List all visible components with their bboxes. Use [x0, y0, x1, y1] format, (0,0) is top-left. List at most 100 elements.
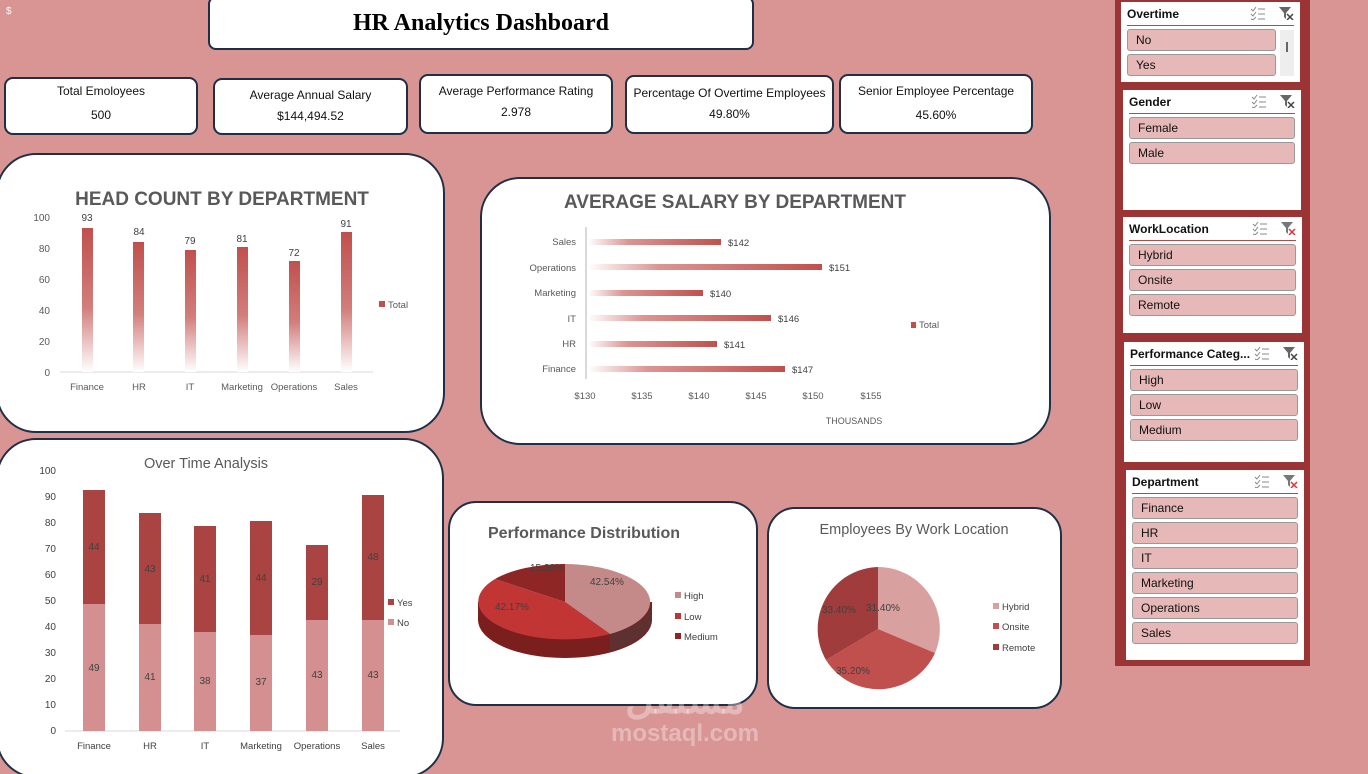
slicer-department: Department Finance HR IT Marketing Opera…	[1126, 470, 1304, 660]
legend-swatch-no	[388, 619, 394, 625]
svg-text:Operations: Operations	[294, 741, 341, 752]
clear-filter-icon[interactable]	[1282, 346, 1298, 360]
multi-select-icon[interactable]	[1250, 6, 1266, 20]
slicer-title: WorkLocation	[1129, 222, 1209, 236]
slicer-item-high[interactable]: High	[1130, 369, 1298, 391]
data-labels: 31.40% 35.20% 33.40%	[822, 603, 900, 677]
slicer-item-remote[interactable]: Remote	[1129, 294, 1296, 316]
svg-text:Sales: Sales	[361, 741, 385, 752]
svg-text:0: 0	[50, 726, 56, 737]
svg-text:100: 100	[33, 213, 50, 224]
svg-text:$141: $141	[724, 340, 745, 351]
svg-text:HR: HR	[143, 741, 157, 752]
slicer-item-female[interactable]: Female	[1129, 117, 1295, 139]
svg-text:$140: $140	[688, 391, 709, 402]
svg-text:Finance: Finance	[542, 364, 576, 375]
svg-text:40: 40	[39, 306, 51, 317]
slicer-item-hybrid[interactable]: Hybrid	[1129, 244, 1296, 266]
kpi-total-employees: Total Emoloyees 500	[4, 77, 198, 135]
slicer-item-male[interactable]: Male	[1129, 142, 1295, 164]
kpi-value: $144,494.52	[277, 109, 344, 123]
clear-filter-icon[interactable]	[1279, 94, 1295, 108]
x-axis: Finance HR IT Marketing Operations Sales	[70, 382, 358, 393]
svg-text:$135: $135	[631, 391, 652, 402]
multi-select-icon[interactable]	[1254, 346, 1270, 360]
svg-text:$147: $147	[792, 365, 813, 376]
slicer-scrollbar[interactable]	[1280, 30, 1294, 76]
kpi-average-salary: Average Annual Salary $144,494.52	[213, 78, 408, 135]
svg-text:Operations: Operations	[271, 382, 318, 393]
svg-text:Marketing: Marketing	[221, 382, 263, 393]
slicer-title: Gender	[1129, 95, 1172, 109]
slicer-item-medium[interactable]: Medium	[1130, 419, 1298, 441]
slicer-item-it[interactable]: IT	[1132, 547, 1298, 569]
kpi-value: 49.80%	[709, 107, 750, 121]
legend-low: Low	[684, 612, 702, 623]
legend-no: No	[397, 618, 409, 629]
slicer-item-yes[interactable]: Yes	[1127, 54, 1276, 76]
overtime-chart-card[interactable]: Over Time Analysis 0 10 20 30 40 50 60 70 80 9…	[0, 438, 444, 774]
y-axis: 0 20 40 60 80 100	[33, 213, 50, 379]
clear-filter-icon[interactable]	[1280, 221, 1296, 235]
slicer-item-low[interactable]: Low	[1130, 394, 1298, 416]
work-location-chart-card[interactable]: Employees By Work Location 31.40% 35.20%…	[767, 507, 1062, 709]
svg-text:$140: $140	[710, 289, 731, 300]
svg-text:79: 79	[184, 236, 196, 247]
pie-3d	[478, 563, 652, 658]
svg-text:42.17%: 42.17%	[495, 602, 529, 613]
svg-text:IT: IT	[201, 741, 210, 752]
slicer-item-sales[interactable]: Sales	[1132, 622, 1298, 644]
chart-title: Employees By Work Location	[819, 522, 1008, 538]
svg-text:Marketing: Marketing	[240, 741, 282, 752]
svg-text:31.40%: 31.40%	[866, 603, 900, 614]
svg-text:$142: $142	[728, 238, 749, 249]
svg-text:HR: HR	[562, 339, 576, 350]
y-axis: Sales Operations Marketing IT HR Finance	[530, 237, 577, 375]
chart-title: Performance Distribution	[488, 525, 680, 542]
cell-marker: $	[6, 6, 12, 17]
data-labels-no: 49 41 38 37 43 43	[88, 663, 379, 688]
svg-text:72: 72	[288, 248, 300, 259]
kpi-label: Percentage Of Overtime Employees	[633, 86, 826, 100]
page-title: HR Analytics Dashboard	[352, 10, 610, 36]
svg-text:93: 93	[81, 213, 93, 224]
clear-filter-icon[interactable]	[1282, 474, 1298, 488]
legend-remote: Remote	[1002, 643, 1035, 654]
kpi-value: 45.60%	[915, 108, 957, 122]
performance-chart-card[interactable]: Performance Distribution 42.54% 42.17% 1…	[448, 501, 758, 706]
svg-text:42.54%: 42.54%	[590, 577, 624, 588]
slicer-title: Overtime	[1127, 7, 1180, 21]
multi-select-icon[interactable]	[1254, 474, 1270, 488]
slicer-item-operations[interactable]: Operations	[1132, 597, 1298, 619]
slicer-worklocation: WorkLocation Hybrid Onsite Remote	[1123, 217, 1302, 333]
slicer-item-onsite[interactable]: Onsite	[1129, 269, 1296, 291]
y-axis: 0 10 20 30 40 50 60 70 80 90 100	[39, 466, 56, 737]
svg-text:$150: $150	[802, 391, 823, 402]
slicer-item-marketing[interactable]: Marketing	[1132, 572, 1298, 594]
legend-total: Total	[919, 320, 939, 331]
kpi-senior-percentage: Senior Employee Percentage 45.60%	[839, 74, 1033, 134]
svg-text:100: 100	[39, 466, 56, 477]
legend-hybrid: Hybrid	[1002, 602, 1029, 613]
svg-text:43: 43	[144, 564, 156, 575]
svg-text:20: 20	[45, 674, 57, 685]
headcount-chart-card[interactable]: HEAD COUNT BY DEPARTMENT 0 20 40 60 80 100 9…	[0, 153, 445, 433]
svg-text:91: 91	[340, 219, 352, 230]
clear-filter-icon[interactable]	[1278, 6, 1294, 20]
legend-medium: Medium	[684, 632, 718, 643]
slicer-title: Department	[1132, 475, 1199, 489]
svg-text:90: 90	[45, 492, 57, 503]
svg-text:$146: $146	[778, 314, 799, 325]
slicer-item-no[interactable]: No	[1127, 29, 1276, 51]
legend-swatch	[911, 322, 916, 328]
bars	[82, 228, 352, 372]
slicer-gender: Gender Female Male	[1123, 90, 1301, 210]
slicer-item-finance[interactable]: Finance	[1132, 497, 1298, 519]
avg-salary-chart-card[interactable]: AVERAGE SALARY BY DEPARTMENT Sales Opera…	[480, 177, 1051, 445]
svg-text:80: 80	[39, 244, 51, 255]
svg-text:Sales: Sales	[552, 237, 576, 248]
multi-select-icon[interactable]	[1252, 221, 1268, 235]
multi-select-icon[interactable]	[1251, 94, 1267, 108]
legend-swatch-yes	[388, 599, 394, 605]
slicer-item-hr[interactable]: HR	[1132, 522, 1298, 544]
